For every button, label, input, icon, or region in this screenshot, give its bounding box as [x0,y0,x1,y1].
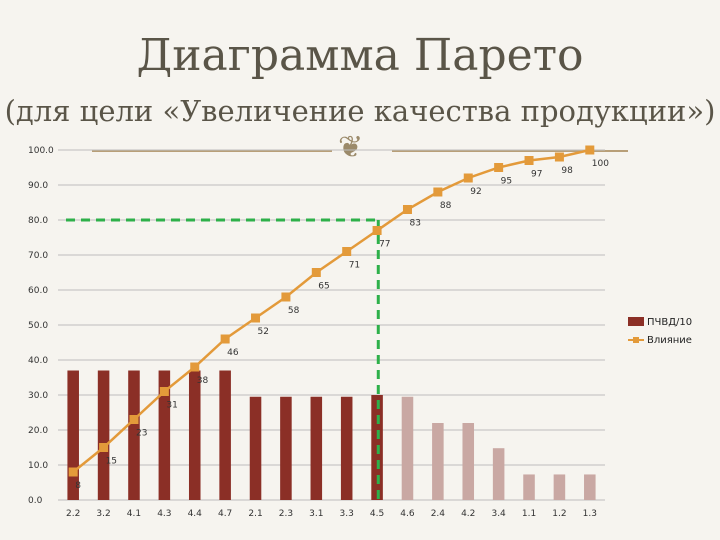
line-marker [159,387,169,396]
bar [432,423,444,500]
x-tick-label: 2.4 [431,509,446,519]
y-tick-label: 0.0 [28,496,43,506]
x-tick-label: 1.3 [583,509,597,519]
line-marker [524,156,534,165]
x-tick-label: 3.1 [309,509,323,519]
bar [249,396,262,500]
cumulative-line [72,148,591,473]
data-label: 23 [136,429,147,439]
line-marker [251,313,261,323]
data-label: 83 [409,219,420,229]
data-label: 38 [197,376,209,386]
bar [158,370,171,500]
x-tick-label: 2.1 [248,509,262,519]
line-marker [433,187,443,197]
data-label: 46 [227,348,239,358]
x-tick-label: 2.2 [66,509,80,519]
data-label: 92 [470,187,481,197]
data-label: 95 [501,177,512,187]
data-label: 100 [592,159,609,169]
bar [97,370,110,500]
data-label: 88 [440,201,452,211]
data-label: 77 [379,240,390,250]
bar [492,448,505,500]
data-label: 97 [531,170,542,180]
bar [462,423,475,500]
x-tick-label: 4.1 [127,509,141,519]
line-marker [372,226,382,235]
x-tick-label: 3.4 [491,509,506,519]
line-marker [402,205,412,214]
bar [553,474,566,500]
line-marker [99,443,109,452]
bar [67,370,79,500]
data-label: 71 [349,261,360,271]
data-label: 52 [258,327,269,337]
decorative-line-right [392,150,628,152]
x-tick-label: 4.3 [157,509,171,519]
x-tick-label: 1.2 [552,509,566,519]
y-tick-label: 30.0 [28,391,48,401]
decorative-line-left [92,150,332,152]
bar [401,396,414,500]
y-tick-label: 20.0 [28,426,48,436]
line-marker [311,268,321,277]
y-tick-label: 90.0 [28,181,48,191]
data-label: 15 [106,457,117,467]
y-tick-label: 100.0 [28,146,54,156]
x-tick-label: 3.3 [340,509,354,519]
line-marker [68,467,78,477]
line-marker [129,415,139,424]
line-marker [342,247,352,256]
bar [280,396,292,500]
data-label: 65 [318,282,329,292]
line-marker [554,152,564,162]
bar [219,370,231,500]
y-tick-label: 40.0 [28,356,48,366]
legend-label-bars: ПЧВД/10 [647,317,692,328]
x-tick-label: 4.5 [370,509,384,519]
x-tick-label: 4.7 [218,509,232,519]
line-marker [220,334,230,344]
bar [310,396,323,500]
page-subtitle: (для цели «Увеличение качества продукции… [4,94,716,128]
x-tick-label: 4.4 [188,509,203,519]
y-tick-label: 60.0 [28,286,48,296]
data-label: 31 [166,401,177,411]
bar [523,474,535,500]
line-marker [494,163,504,172]
x-tick-label: 1.1 [522,509,536,519]
bar [128,370,140,500]
decorative-swirl-icon: ❦ [338,130,364,165]
page-title: Диаграмма Парето [136,30,584,81]
y-tick-label: 80.0 [28,216,48,226]
legend-marker-line [633,337,639,343]
y-tick-label: 70.0 [28,251,48,261]
data-label: 8 [75,481,81,491]
y-tick-label: 50.0 [28,321,48,331]
x-tick-label: 2.3 [279,509,293,519]
y-tick-label: 10.0 [28,461,48,471]
data-label: 98 [561,166,573,176]
legend-swatch-bars [628,317,644,326]
line-marker [585,145,595,155]
x-tick-label: 4.6 [400,509,415,519]
bar [340,396,353,500]
line-marker [463,173,473,183]
bar [188,370,201,500]
legend-label-line: Влияние [647,335,692,346]
data-label: 58 [288,306,300,316]
bar [584,474,596,500]
line-marker [281,292,291,302]
x-tick-label: 3.2 [96,509,110,519]
line-marker [190,362,200,372]
x-tick-label: 4.2 [461,509,475,519]
